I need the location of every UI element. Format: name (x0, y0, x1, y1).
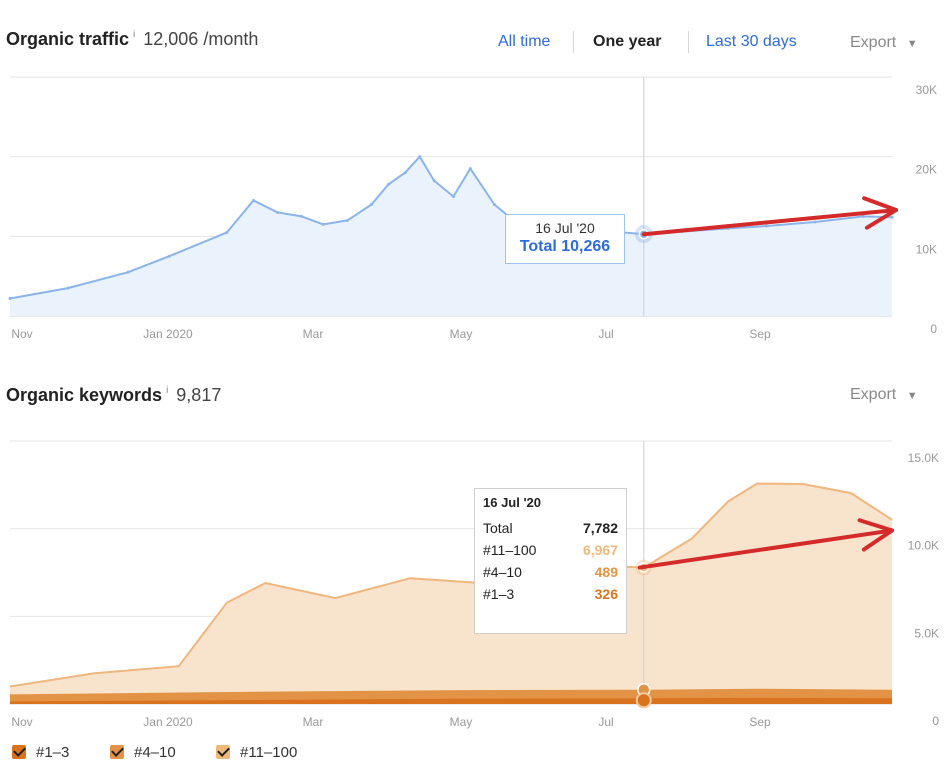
export-label: Export (850, 386, 897, 403)
x-tick-label: Mar (303, 715, 324, 729)
traffic-point (468, 167, 472, 171)
traffic-trend-arrow-head (862, 196, 898, 230)
keywords-export-button[interactable]: Export ▼ (850, 386, 918, 404)
x-tick-label: Sep (749, 715, 771, 729)
tooltip-row-1-3: #1–3 326 (483, 586, 618, 608)
x-tick-label: Jul (598, 327, 613, 341)
traffic-point (861, 214, 865, 218)
traffic-point (251, 198, 255, 202)
traffic-point (300, 214, 304, 218)
x-tick-label: Jul (598, 715, 613, 729)
tooltip-value: 326 (594, 586, 618, 602)
legend-item-4-10[interactable]: #4–10 (110, 740, 176, 764)
range-all-time[interactable]: All time (498, 33, 551, 50)
tooltip-row-total: Total 7,782 (483, 520, 618, 542)
traffic-point (492, 202, 496, 206)
checkbox-checked-icon[interactable] (12, 745, 26, 759)
traffic-point (126, 270, 130, 274)
hover-marker-1-3 (635, 692, 652, 709)
legend-label: #4–10 (134, 743, 176, 761)
legend-item-1-3[interactable]: #1–3 (12, 740, 69, 764)
keywords-header: Organic keywords i 9,817 (6, 385, 221, 406)
legend-label: #1–3 (36, 743, 70, 761)
info-icon[interactable]: i (166, 385, 169, 396)
tooltip-date: 16 Jul '20 (483, 495, 542, 510)
x-tick-label: Jan 2020 (143, 715, 193, 729)
traffic-point (890, 215, 894, 219)
traffic-point (451, 195, 455, 198)
y-tick-label: 10K (916, 242, 937, 256)
tooltip-value: 489 (594, 564, 618, 580)
traffic-title: Organic traffic (6, 29, 130, 49)
traffic-point (66, 286, 70, 290)
y-tick-label: 5.0K (914, 626, 939, 640)
tooltip-value: 6,967 (582, 542, 618, 558)
tooltip-label: Total (483, 520, 513, 536)
tooltip-row-11-100: #11–100 6,967 (483, 542, 618, 564)
info-icon[interactable]: i (133, 29, 136, 40)
tooltip-label: #11–100 (483, 542, 537, 558)
range-divider (573, 31, 574, 53)
x-tick-label: Jan 2020 (143, 327, 193, 341)
tooltip-date: 16 Jul '20 (535, 220, 595, 236)
keywords-metric: 9,817 (176, 385, 222, 405)
legend-label: #11–100 (240, 743, 298, 761)
keywords-tooltip: 16 Jul '20 Total 7,782 #11–100 6,967 #4–… (474, 488, 627, 634)
tooltip-row-4-10: #4–10 489 (483, 564, 618, 586)
y-tick-label: 20K (916, 163, 937, 177)
export-label: Export (850, 34, 897, 51)
traffic-metric: 12,006 /month (143, 29, 259, 49)
traffic-point (8, 296, 12, 300)
y-tick-label: 0 (932, 714, 939, 728)
keywords-1-3-area (10, 697, 892, 704)
checkbox-checked-icon[interactable] (216, 745, 230, 759)
checkbox-checked-icon[interactable] (110, 745, 124, 759)
traffic-point (765, 224, 769, 228)
range-one-year[interactable]: One year (593, 33, 662, 50)
traffic-area (10, 156, 892, 316)
range-last-30-days[interactable]: Last 30 days (706, 33, 797, 50)
legend-item-11-100[interactable]: #11–100 (216, 740, 297, 764)
keywords-trend-arrow-head (857, 518, 894, 552)
traffic-point (813, 220, 817, 224)
traffic-tooltip: 16 Jul '20 Total 10,266 (505, 214, 625, 264)
x-tick-label: May (450, 327, 473, 341)
x-tick-label: May (450, 715, 473, 729)
keywords-title: Organic keywords (6, 385, 163, 405)
x-tick-label: Mar (303, 327, 324, 341)
traffic-point (225, 230, 229, 234)
keywords-11-100-area (10, 483, 892, 704)
traffic-trend-arrow (641, 208, 898, 237)
y-tick-label: 0 (930, 322, 937, 336)
caret-down-icon: ▼ (906, 390, 918, 402)
traffic-point (403, 171, 407, 175)
traffic-point (321, 222, 325, 226)
traffic-point (386, 183, 390, 187)
range-divider (688, 31, 689, 53)
tooltip-value: 7,782 (582, 520, 618, 536)
y-tick-label: 30K (916, 83, 937, 97)
keywords-trend-arrow (637, 528, 894, 570)
traffic-export-button[interactable]: Export ▼ (850, 34, 918, 52)
x-tick-label: Nov (11, 327, 32, 341)
traffic-point (345, 218, 349, 222)
caret-down-icon: ▼ (906, 38, 918, 50)
traffic-header: Organic traffic i 12,006 /month (6, 29, 258, 50)
x-tick-label: Sep (749, 327, 771, 341)
x-tick-label: Nov (11, 715, 32, 729)
traffic-point (369, 202, 373, 206)
y-tick-label: 10.0K (908, 539, 939, 553)
traffic-point (432, 179, 436, 183)
tooltip-label: #1–3 (483, 586, 515, 602)
y-tick-label: 15.0K (908, 451, 939, 465)
tooltip-label: #4–10 (483, 564, 522, 580)
traffic-point (275, 210, 279, 214)
traffic-point (418, 155, 422, 159)
traffic-point (167, 254, 171, 258)
tooltip-total: Total 10,266 (519, 238, 611, 255)
